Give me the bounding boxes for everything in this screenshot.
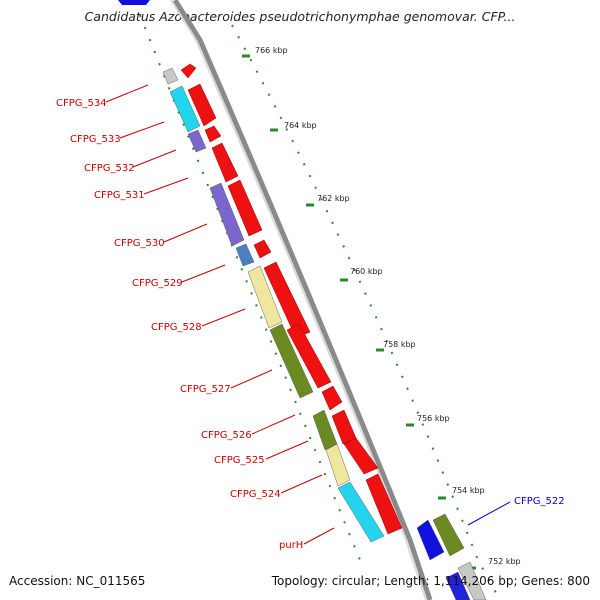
label-cfpg-525[interactable]: CFPG_525	[214, 455, 265, 466]
topology-label: Topology:	[271, 574, 328, 588]
accession-label: Accession:	[9, 574, 73, 588]
gene-fwd-533[interactable]	[187, 83, 217, 127]
gene-fwd-525[interactable]	[331, 409, 357, 445]
gene-inner-527[interactable]	[269, 323, 314, 399]
gene-inner-533[interactable]	[169, 85, 201, 133]
gene-fwd-532[interactable]	[204, 125, 222, 143]
gene-inner-522-olive[interactable]	[432, 513, 465, 557]
tick-label-766: 766 kbp	[255, 46, 288, 55]
gene-inner-bottom-gray[interactable]	[457, 561, 487, 600]
tick-label-760: 760 kbp	[350, 267, 383, 276]
label-cfpg-524[interactable]: CFPG_524	[230, 489, 281, 500]
length-value: 1,114,206 bp	[433, 574, 514, 588]
gene-fwd-530[interactable]	[227, 179, 263, 237]
gene-inner-530[interactable]	[209, 182, 245, 247]
tick-label-758: 758 kbp	[383, 340, 416, 349]
gene-inner-528[interactable]	[247, 265, 283, 329]
gene-fwd-531[interactable]	[211, 142, 239, 183]
gene-inner-529[interactable]	[235, 243, 255, 267]
accession-value: NC_011565	[76, 574, 146, 588]
topology-value: circular	[331, 574, 377, 588]
inner-genes	[162, 67, 487, 600]
gene-fwd-528[interactable]	[263, 261, 311, 339]
label-cfpg-533[interactable]: CFPG_533	[70, 134, 121, 145]
map-title: Candidatus Azobacteroides pseudotrichony…	[84, 9, 516, 24]
tick-label-754: 754 kbp	[452, 486, 485, 495]
gene-inner-534[interactable]	[162, 67, 179, 85]
label-purh[interactable]: purH	[279, 540, 303, 551]
label-cfpg-532[interactable]: CFPG_532	[84, 163, 135, 174]
gene-inner-bottom-blue[interactable]	[445, 571, 471, 600]
genome-summary: Topology: circular; Length: 1,114,206 bp…	[271, 574, 590, 588]
backbone-outer	[172, 0, 433, 600]
gene-inner-532[interactable]	[187, 129, 207, 153]
gene-inner-524[interactable]	[337, 481, 385, 543]
accession-info: Accession: NC_011565	[9, 574, 145, 588]
gene-fwd-524[interactable]	[343, 437, 379, 475]
scale-ring	[231, 24, 501, 600]
backbone-inner-shadow	[170, 0, 427, 600]
genes-value: 800	[567, 574, 590, 588]
label-cfpg-530[interactable]: CFPG_530	[114, 238, 165, 249]
label-cfpg-522[interactable]: CFPG_522	[514, 496, 565, 507]
forward-genes	[180, 63, 403, 535]
gene-fwd-527[interactable]	[286, 323, 332, 389]
label-cfpg-534[interactable]: CFPG_534	[56, 98, 107, 109]
gene-fwd-purH[interactable]	[365, 473, 403, 535]
gene-top-blue[interactable]	[118, 0, 150, 5]
gene-fwd-534[interactable]	[180, 63, 197, 79]
leader-lines	[105, 84, 511, 545]
gene-fwd-526[interactable]	[321, 385, 343, 411]
gene-inner-522-blue[interactable]	[416, 519, 445, 561]
scale-ticks	[242, 54, 476, 570]
genes-label: Genes:	[521, 574, 564, 588]
label-cfpg-529[interactable]: CFPG_529	[132, 278, 183, 289]
tick-label-762: 762 kbp	[317, 194, 350, 203]
label-cfpg-527[interactable]: CFPG_527	[180, 384, 231, 395]
gene-inner-525[interactable]	[325, 443, 351, 487]
tick-label-756: 756 kbp	[417, 414, 450, 423]
label-cfpg-526[interactable]: CFPG_526	[201, 430, 252, 441]
tick-label-764: 764 kbp	[284, 121, 317, 130]
tick-label-752: 752 kbp	[488, 557, 521, 566]
length-label: Length:	[384, 574, 430, 588]
label-cfpg-531[interactable]: CFPG_531	[94, 190, 145, 201]
label-cfpg-528[interactable]: CFPG_528	[151, 322, 202, 333]
gene-fwd-529[interactable]	[253, 239, 272, 259]
